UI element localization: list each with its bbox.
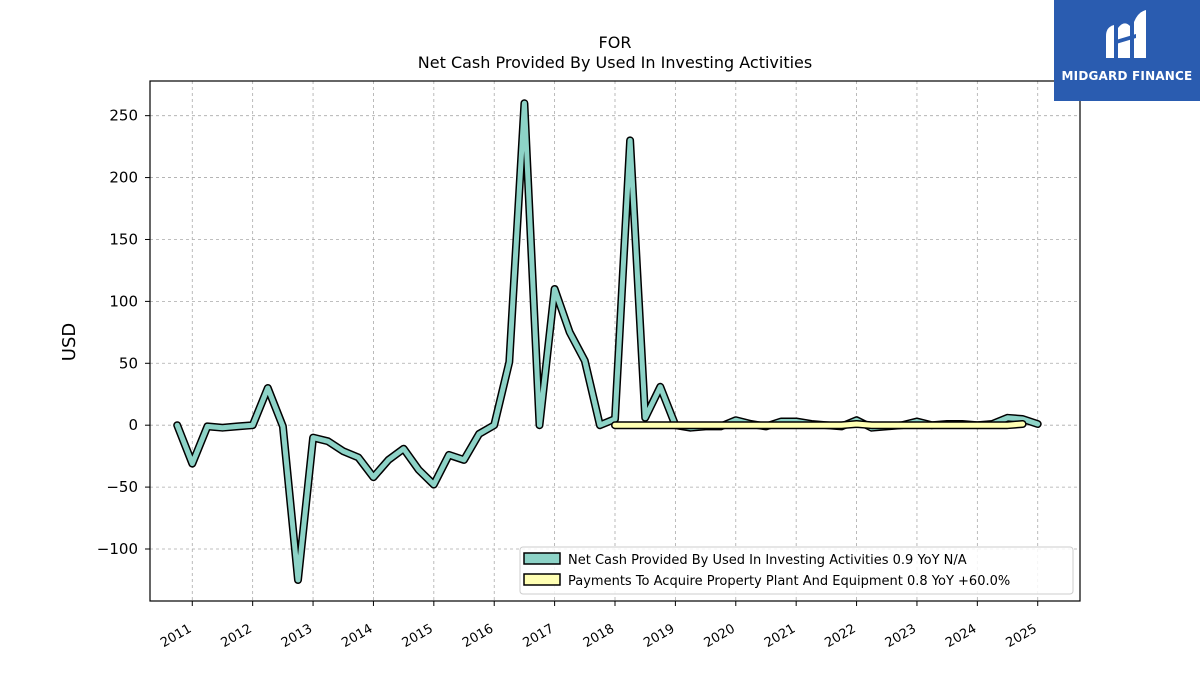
- legend-box: [519, 546, 1074, 595]
- x-tick-label: 2015: [400, 621, 436, 651]
- x-tick-label: 2014: [339, 621, 375, 651]
- x-tick-label: 2022: [822, 621, 858, 651]
- y-tick-label: 100: [109, 292, 138, 310]
- legend-label-investing: Net Cash Provided By Used In Investing A…: [568, 553, 967, 568]
- y-tick-label: 200: [109, 169, 138, 187]
- x-tick-label: 2013: [279, 621, 315, 651]
- chart-subtitle: Net Cash Provided By Used In Investing A…: [418, 53, 812, 72]
- series-line: [174, 100, 1041, 583]
- brand-name: MIDGARD FINANCE: [1061, 69, 1193, 83]
- plot-frame: [149, 80, 1081, 602]
- y-tick-label: 150: [109, 230, 138, 248]
- x-tick-label: 2023: [883, 621, 919, 651]
- y-tick-label: 50: [119, 354, 138, 372]
- series-1: [611, 420, 1027, 430]
- x-tick-label: 2019: [641, 621, 677, 651]
- x-tick-label: 2012: [219, 621, 255, 651]
- x-tick-label: 2021: [762, 621, 798, 651]
- y-tick-label: −100: [97, 540, 138, 558]
- logo-mark-icon: [1106, 10, 1146, 58]
- x-tick-label: 2018: [581, 621, 617, 651]
- legend-swatch-investing: [523, 552, 561, 565]
- x-tick-label: 2020: [702, 621, 738, 651]
- x-tick-label: 2016: [460, 621, 496, 651]
- brand-logo: MIDGARD FINANCE: [1054, 0, 1200, 101]
- x-tick-label: 2025: [1004, 621, 1040, 651]
- series-line: [612, 421, 1026, 428]
- y-tick-label: 250: [109, 107, 138, 125]
- legend: Net Cash Provided By Used In Investing A…: [519, 546, 1074, 595]
- y-axis-label: USD: [59, 323, 80, 361]
- legend-label-capex: Payments To Acquire Property Plant And E…: [568, 574, 1010, 589]
- x-tick-label: 2011: [158, 621, 194, 651]
- chart-title: FOR: [599, 33, 632, 52]
- legend-swatch-capex: [523, 573, 561, 586]
- y-tick-label: −50: [106, 478, 138, 496]
- series-lines: [173, 99, 1042, 584]
- x-tick-label: 2024: [943, 621, 979, 651]
- x-tick-label: 2017: [520, 621, 556, 651]
- y-tick-label: 0: [128, 416, 138, 434]
- series-0: [173, 99, 1042, 584]
